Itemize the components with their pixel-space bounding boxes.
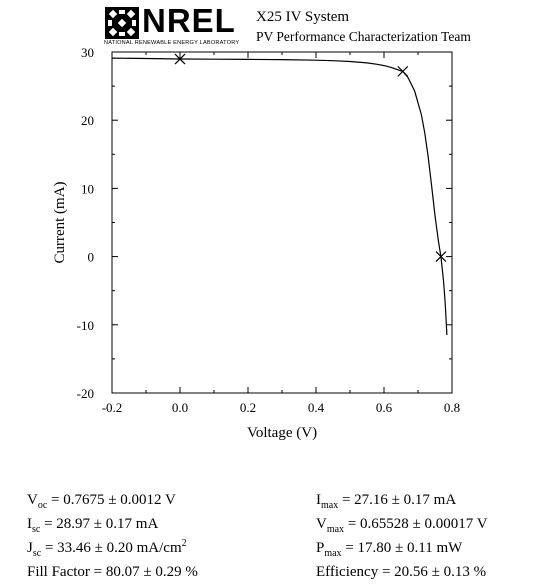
marker-pmax bbox=[397, 65, 409, 77]
result-superscript: 2 bbox=[181, 538, 187, 549]
result-subscript: oc bbox=[37, 500, 48, 511]
nrel-subtitle: NATIONAL RENEWABLE ENERGY LABORATORY bbox=[104, 40, 240, 46]
results-right: Imax = 27.16 ± 0.17 mA Vmax = 0.65528 ± 0… bbox=[316, 488, 488, 584]
iv-curve-chart: -0.2 0.0 0.2 0.4 0.6 0.8 -20 -10 0 10 20 30 Voltage … bbox=[52, 45, 460, 441]
result-symbol: V bbox=[27, 492, 38, 508]
result-symbol: I bbox=[27, 516, 32, 532]
result-subscript: max bbox=[321, 500, 339, 511]
result-subscript: sc bbox=[32, 524, 41, 535]
report-header: NREL NATIONAL RENEWABLE ENERGY LABORATOR… bbox=[104, 2, 524, 50]
result-left-2: Jsc = 33.46 ± 0.20 mA/cm2 bbox=[27, 536, 198, 560]
result-right-3: Efficiency = 20.56 ± 0.13 % bbox=[316, 560, 488, 584]
result-value: = 27.16 ± 0.17 mA bbox=[338, 492, 457, 508]
result-symbol: J bbox=[27, 540, 33, 556]
result-value: = 0.7675 ± 0.0012 V bbox=[47, 492, 176, 508]
result-left-1: Isc = 28.97 ± 0.17 mA bbox=[27, 512, 198, 536]
x-axis-label: Voltage (V) bbox=[247, 425, 317, 441]
marker-isc bbox=[174, 53, 186, 65]
y-tick-label: -10 bbox=[77, 318, 94, 333]
result-right-1: Vmax = 0.65528 ± 0.00017 V bbox=[316, 512, 488, 536]
team-name: PV Performance Characterization Team bbox=[256, 29, 471, 44]
result-subscript: sc bbox=[32, 548, 42, 559]
result-symbol: Efficiency bbox=[316, 564, 379, 580]
result-right-0: Imax = 27.16 ± 0.17 mA bbox=[316, 488, 488, 512]
result-subscript: max bbox=[324, 548, 342, 559]
result-subscript: max bbox=[326, 524, 345, 535]
result-value: = 80.07 ± 0.29 % bbox=[89, 564, 198, 580]
result-symbol: P bbox=[316, 540, 325, 556]
nrel-wordmark: NREL bbox=[142, 2, 236, 39]
y-tick-label: -20 bbox=[77, 386, 94, 401]
y-tick-label: 10 bbox=[81, 181, 94, 196]
x-tick-label: 0.4 bbox=[308, 400, 325, 415]
result-symbol: V bbox=[316, 516, 327, 532]
x-tick-label: 0.0 bbox=[172, 400, 188, 415]
y-tick-label: 30 bbox=[81, 45, 94, 60]
y-axis-label: Current (mA) bbox=[52, 181, 68, 263]
x-tick-label: -0.2 bbox=[102, 400, 123, 415]
plot-frame bbox=[111, 51, 453, 394]
x-tick-label: 0.2 bbox=[240, 400, 256, 415]
result-value: = 33.46 ± 0.20 mA/cm bbox=[41, 540, 182, 556]
result-value: = 28.97 ± 0.17 mA bbox=[40, 516, 159, 532]
result-right-2: Pmax = 17.80 ± 0.11 mW bbox=[316, 536, 488, 560]
result-symbol: Fill Factor bbox=[27, 564, 90, 580]
result-left-3: Fill Factor = 80.07 ± 0.29 % bbox=[27, 560, 198, 584]
x-tick-label: 0.6 bbox=[376, 400, 393, 415]
x-tick-label: 0.8 bbox=[444, 400, 460, 415]
result-left-0: Voc = 0.7675 ± 0.0012 V bbox=[27, 488, 198, 512]
iv-curve-line bbox=[111, 57, 448, 336]
y-tick-label: 20 bbox=[81, 113, 94, 128]
nrel-emblem-icon bbox=[105, 7, 139, 39]
marker-voc bbox=[435, 251, 447, 263]
nrel-logo: NREL NATIONAL RENEWABLE ENERGY LABORATOR… bbox=[104, 2, 246, 50]
system-name: X25 IV System bbox=[256, 9, 350, 25]
result-symbol: I bbox=[316, 492, 321, 508]
result-value: = 17.80 ± 0.11 mW bbox=[341, 540, 463, 556]
results-left: Voc = 0.7675 ± 0.0012 V Isc = 28.97 ± 0.1… bbox=[27, 488, 198, 584]
result-value: = 0.65528 ± 0.00017 V bbox=[344, 516, 488, 532]
y-tick-label: 0 bbox=[88, 250, 95, 265]
result-value: = 20.56 ± 0.13 % bbox=[378, 564, 487, 580]
